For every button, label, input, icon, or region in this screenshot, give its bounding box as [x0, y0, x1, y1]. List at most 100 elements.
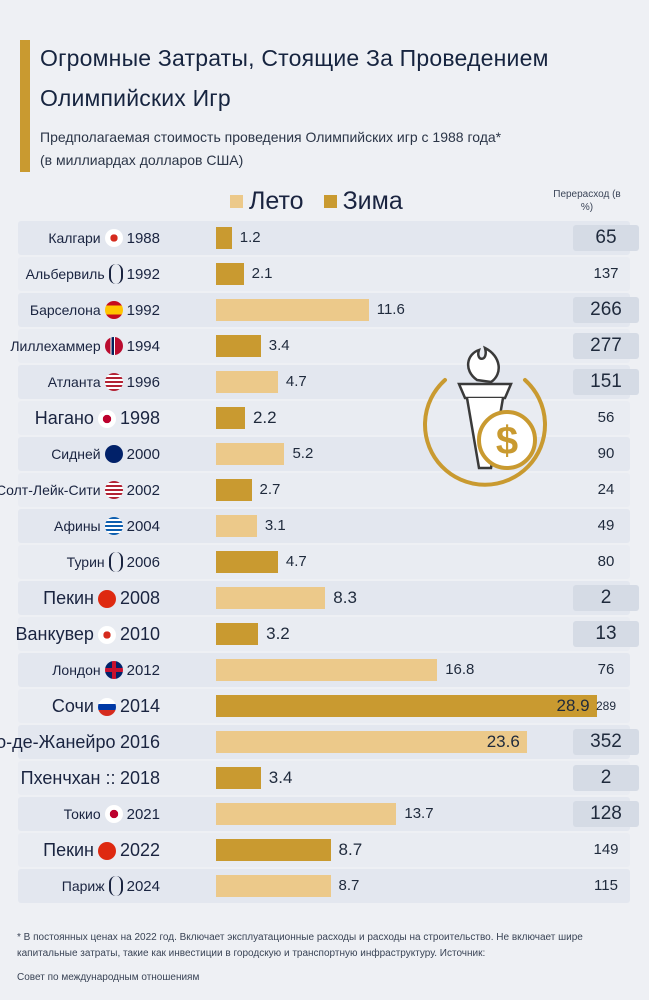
chart-row: Альбервиль 1992 2.1 137: [18, 257, 630, 291]
row-label: Барселона 1992: [30, 293, 160, 327]
legend-summer: Лето: [230, 187, 304, 216]
cost-bar: [216, 875, 331, 897]
cost-bar: [216, 839, 331, 861]
cost-bar: [216, 695, 597, 717]
cost-bar: [216, 227, 232, 249]
row-label: Пекин 2008: [43, 581, 160, 615]
cost-value-label: 16.8: [445, 661, 475, 678]
overrun-value: 80: [597, 553, 615, 570]
year-label: 1992: [126, 266, 160, 283]
city-name: Сидней: [51, 446, 101, 462]
flag-icon: [104, 480, 123, 499]
chart-row: Токио 2021 13.7 128: [18, 797, 639, 831]
cost-value-label: 8.7: [338, 840, 363, 859]
year-label: 2002: [126, 482, 160, 499]
cost-value-label: 3.1: [264, 517, 286, 534]
year-label: 1994: [126, 338, 160, 355]
year-label: 2006: [126, 554, 160, 571]
cost-bar: [216, 443, 285, 465]
overrun-value: 13: [573, 621, 639, 647]
overrun-value: 90: [597, 445, 615, 462]
flag-icon: [97, 409, 116, 428]
chart-row: Рио-де-Жанейро 2016 23.6 352: [0, 725, 639, 759]
city-name: Калгари: [48, 230, 101, 246]
city-name: Ванкувер: [15, 624, 94, 644]
overrun-value: 2: [573, 585, 639, 611]
chart-row: Турин 2006 4.7 80: [18, 545, 630, 579]
overrun-value: 137: [593, 265, 619, 282]
row-label: Ванкувер 2010: [16, 617, 160, 651]
year-label: 2004: [126, 518, 160, 535]
cost-value-label: 28.9: [556, 696, 590, 715]
flag-icon: [104, 516, 123, 535]
year-label: 2018: [119, 768, 160, 788]
source-text: Совет по международным отношениям: [17, 972, 200, 983]
overrun-value: 65: [573, 225, 639, 251]
overrun-value: 266: [573, 297, 639, 323]
city-name: Рио-де-Жанейро: [0, 732, 116, 752]
overrun-value: 2: [573, 765, 639, 791]
row-label: Токио 2021: [64, 797, 160, 831]
cost-value-label: 23.6: [486, 732, 520, 751]
legend-winter-swatch: [323, 194, 337, 208]
city-name: Пекин: [43, 588, 94, 608]
city-name: Париж: [61, 878, 105, 894]
cost-value-label: 2.1: [251, 265, 273, 282]
flag-icon: [104, 444, 123, 463]
flag-icon: [97, 625, 116, 644]
row-label: Рио-де-Жанейро 2016: [0, 725, 160, 759]
city-name: Альбервиль: [25, 266, 105, 282]
overrun-value: 151: [573, 369, 639, 395]
flag-icon: [108, 551, 123, 572]
cost-bar: [216, 767, 261, 789]
overrun-value: 76: [597, 661, 615, 678]
year-label: 2022: [119, 840, 160, 860]
chart-row: Пекин 2008 8.3 2: [18, 581, 639, 615]
row-label: Сидней 2000: [51, 437, 160, 471]
year-label: 2016: [119, 732, 160, 752]
city-name: Нагано: [34, 408, 94, 428]
year-label: 2021: [126, 806, 160, 823]
city-name: Лиллехаммер: [10, 338, 101, 354]
flag-icon: [104, 336, 123, 355]
overrun-value: 277: [573, 333, 639, 359]
chart-row: Ванкувер 2010 3.2 13: [16, 617, 639, 651]
chart-row: Лиллехаммер 1994 3.4 277: [10, 329, 639, 363]
city-name: Токио: [63, 806, 101, 822]
flag-icon: [97, 697, 116, 716]
chart-row: Калгари 1988 1.2 65: [18, 221, 639, 255]
flag-icon: [97, 841, 116, 860]
chart-row: Афины 2004 3.1 49: [18, 509, 630, 543]
cost-bar: [216, 371, 278, 393]
overrun-header: Перерасход (в %): [553, 189, 621, 213]
city-name: Турин: [66, 554, 105, 570]
row-label: Лондон 2012: [52, 653, 160, 687]
city-name: Лондон: [52, 662, 101, 678]
row-label: Сочи 2014: [52, 689, 160, 723]
legend-summer-label: Лето: [249, 186, 304, 215]
overrun-value: 289: [595, 699, 617, 713]
year-label: 2010: [119, 624, 160, 644]
cost-value-label: 8.7: [338, 877, 360, 894]
cost-bar: [216, 587, 326, 609]
chart-row: Сочи 2014 28.9 289: [18, 689, 630, 723]
flag-icon: [108, 875, 123, 896]
year-label: 2000: [126, 446, 160, 463]
row-label: Пекин 2022: [43, 833, 160, 867]
flag-icon: [97, 589, 116, 608]
overrun-value: 24: [597, 481, 615, 498]
svg-text:$: $: [496, 419, 518, 463]
overrun-value: 49: [597, 517, 615, 534]
flag-icon: [104, 300, 123, 319]
row-label: Альбервиль 1992: [26, 257, 160, 291]
chart-row: Барселона 1992 11.6 266: [18, 293, 639, 327]
chart-row: Лондон 2012 16.8 76: [18, 653, 630, 687]
cost-value-label: 3.2: [266, 624, 290, 643]
cost-bar: [216, 551, 278, 573]
flag-icon: [104, 804, 123, 823]
cost-value-label: 2.7: [259, 481, 281, 498]
row-label: Париж 2024: [62, 869, 160, 903]
chart-row: Атланта 1996 4.7 151: [18, 365, 639, 399]
cost-value-label: 4.7: [285, 373, 307, 390]
overrun-value: 128: [573, 801, 639, 827]
